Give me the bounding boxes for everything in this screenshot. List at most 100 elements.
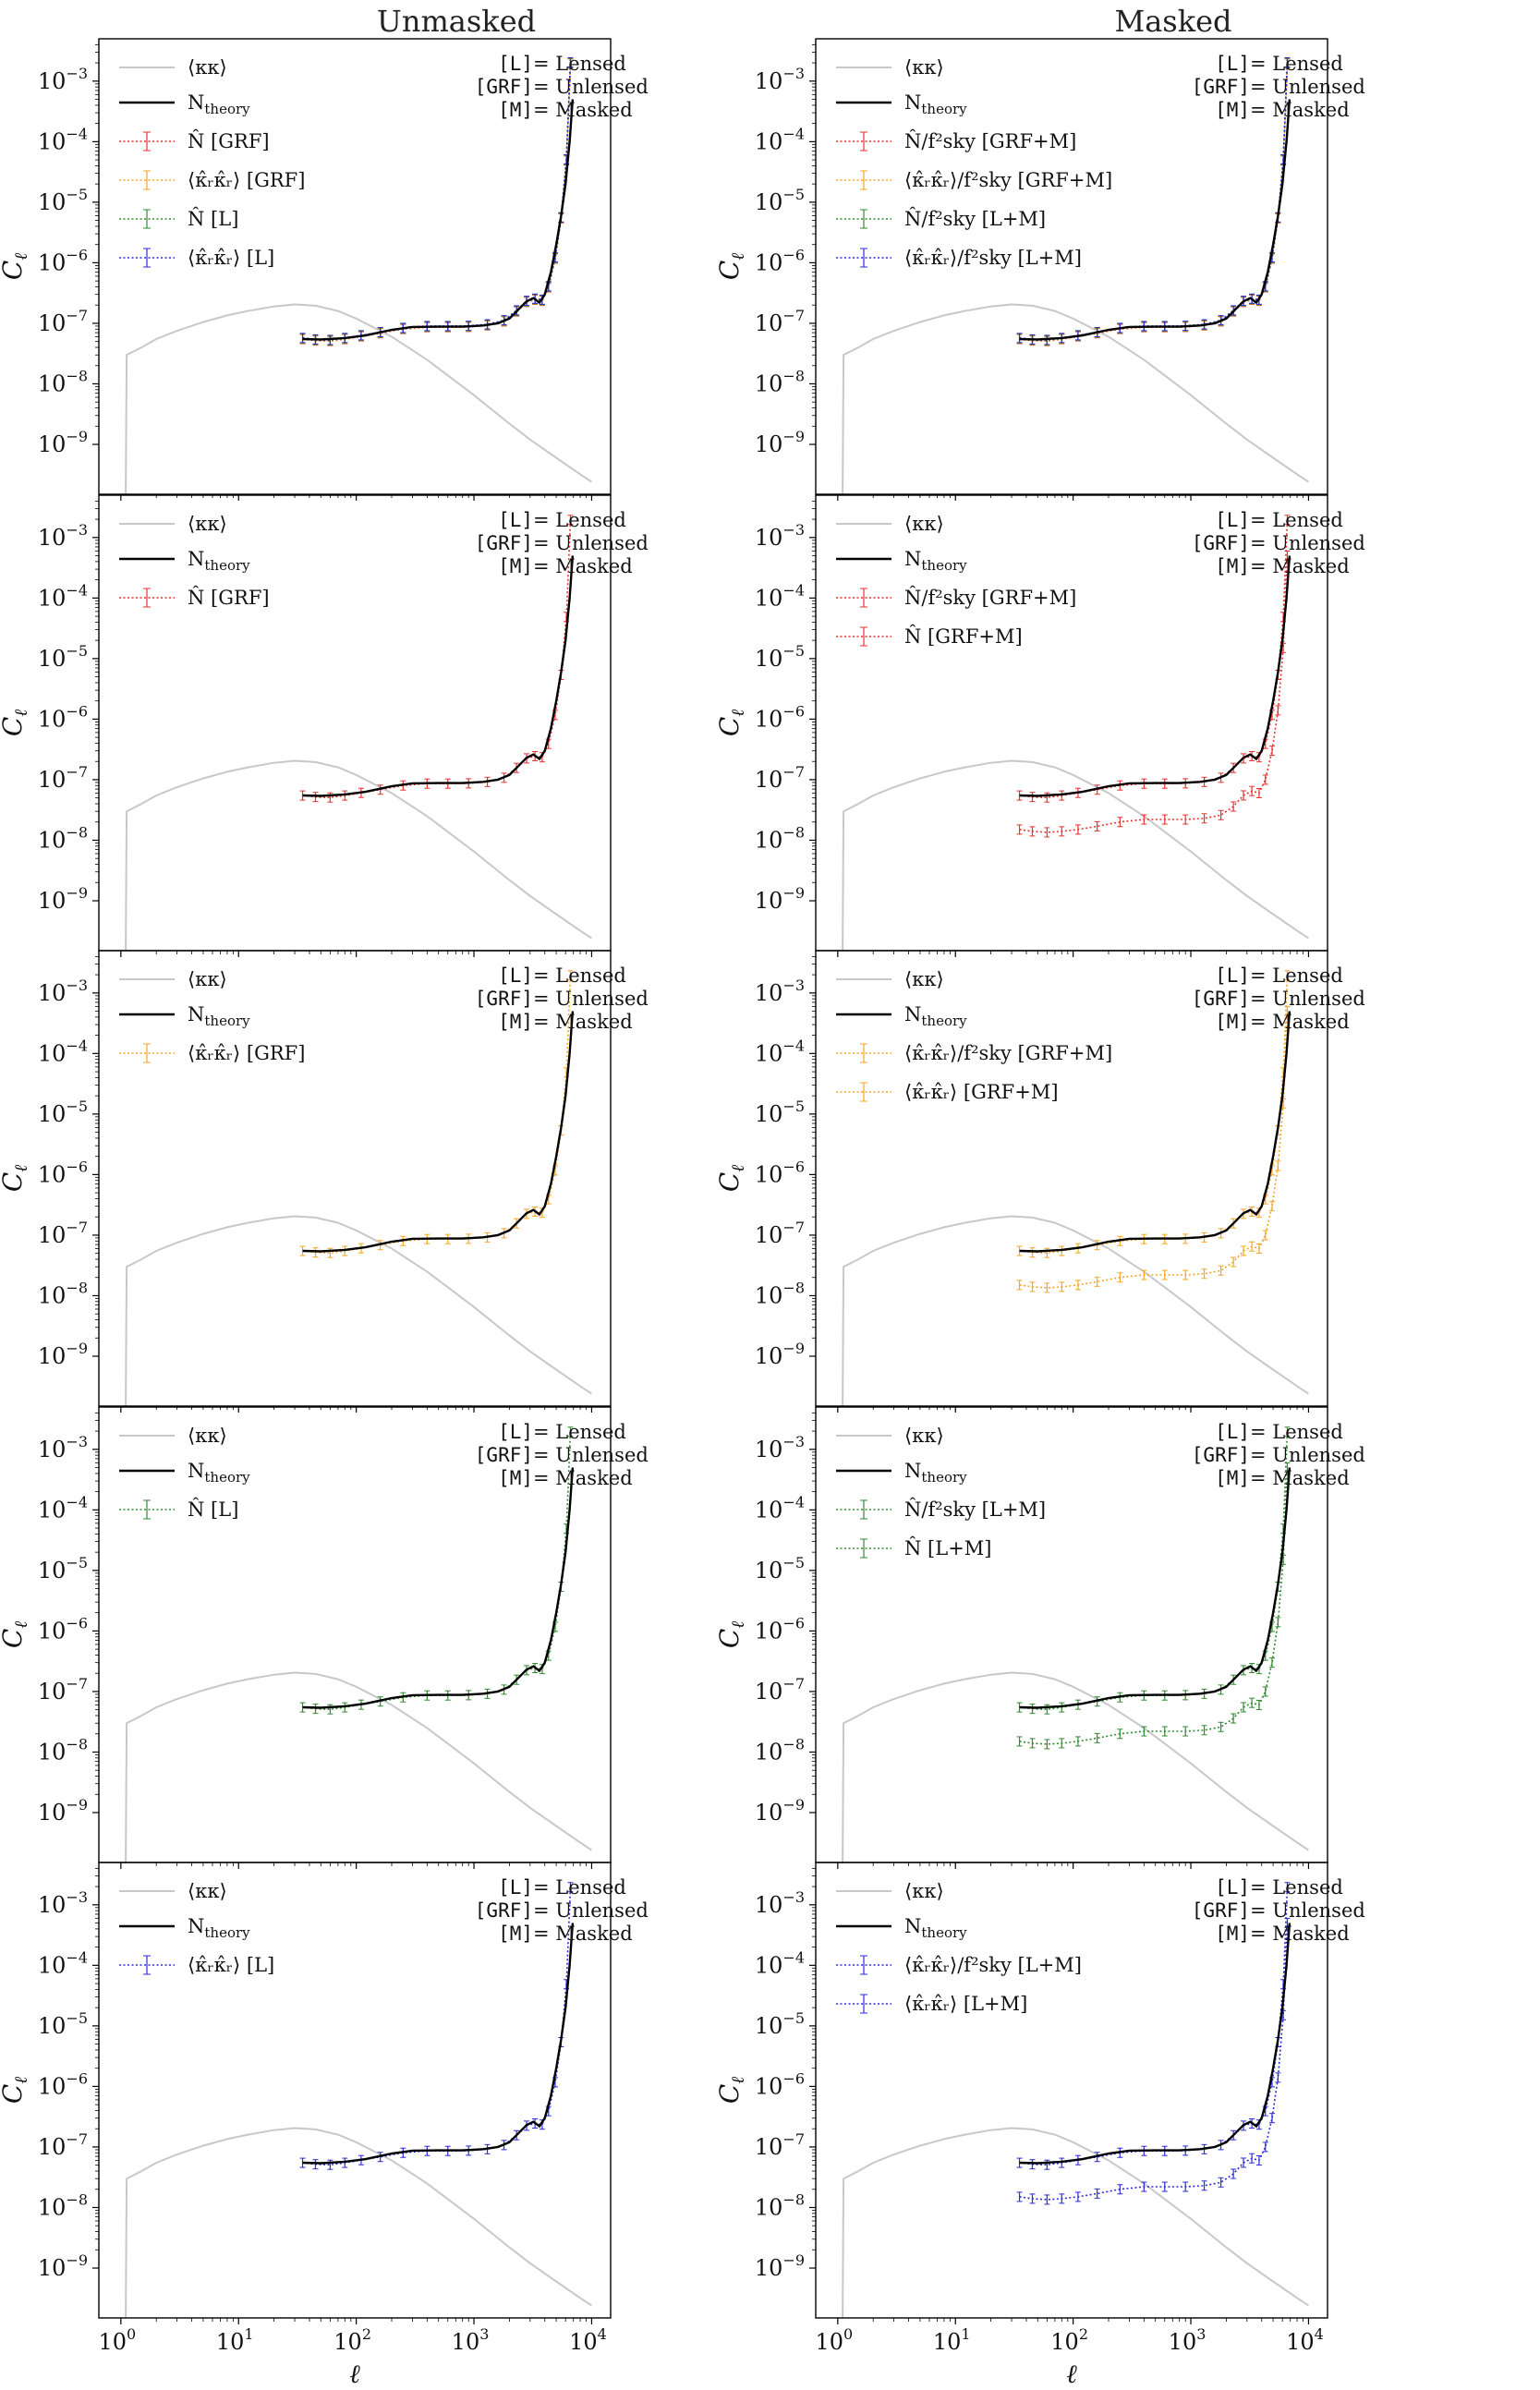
y-tick-label: 10−8 [755, 1735, 805, 1765]
legend-item: N̂ [GRF+M] [836, 625, 1023, 648]
annotation-box: [L] = Lensed[GRF] = Unlensed[M] = Masked [1192, 1876, 1365, 1945]
y-axis-label: Cℓ [714, 2077, 748, 2104]
legend-label: ⟨κ̂ᵣκ̂ᵣ⟩/f²sky [GRF+M] [904, 169, 1112, 191]
panels: 10−9 10−8 10−7 10−6 10−5 10−4 10−3 Cℓ ⟨κκ⟩ Ntheor… [0, 38, 1365, 2389]
series-ntheory [302, 1011, 575, 1253]
plot-area [842, 56, 1309, 494]
legend-label: ⟨κκ⟩ [904, 1425, 944, 1447]
annotation-tag: [M] [1215, 99, 1250, 121]
axes-frame [815, 38, 1328, 495]
y-tick-label: 10−7 [38, 1675, 88, 1705]
y-tick-label: 10−7 [755, 2130, 805, 2160]
annotation-tag: [M] [1215, 1923, 1250, 1945]
y-tick-label: 10−9 [755, 2251, 805, 2281]
y-tick-label: 10−5 [755, 1554, 805, 1583]
annotation-text: = Lensed [1250, 964, 1343, 987]
axes-frame [815, 950, 1328, 1407]
series-line [1019, 1431, 1289, 1711]
annotation-tag: [L] [1215, 1421, 1250, 1443]
annotation-text: = Unlensed [533, 532, 649, 554]
annotation-box: [L] = Lensed[GRF] = Unlensed[M] = Masked [475, 1421, 649, 1489]
annotation-tag: [L] [498, 53, 533, 75]
annotation-tag: [M] [1215, 1467, 1250, 1489]
legend-label: ⟨κ̂ᵣκ̂ᵣ⟩ [L+M] [904, 1993, 1027, 2015]
legend: ⟨κκ⟩ Ntheory ⟨κ̂ᵣκ̂ᵣ⟩ [GRF] [119, 968, 305, 1064]
annotation-text: = Unlensed [533, 988, 649, 1010]
y-tick-label: 10−5 [755, 1098, 805, 1127]
y-tick-label: 10−6 [755, 2069, 805, 2099]
x-tick-label: 100 [98, 2325, 136, 2355]
legend-label: N̂ [GRF] [188, 587, 270, 609]
y-tick-label: 10−9 [38, 884, 88, 914]
series-line [302, 1431, 572, 1711]
series-line [1019, 519, 1289, 799]
series-ntheory [302, 99, 575, 341]
legend-label: N̂/f²sky [GRF+M] [904, 130, 1076, 152]
y-axis-label: Cℓ [714, 253, 748, 280]
y-tick-label: 10−6 [755, 1614, 805, 1644]
series-blue-masked_low [1016, 1918, 1291, 2205]
legend-item: ⟨κ̂ᵣκ̂ᵣ⟩/f²sky [L+M] [836, 247, 1082, 269]
annotation-box: [L] = Lensed[GRF] = Unlensed[M] = Masked [475, 53, 649, 121]
annotation-tag: [GRF] [475, 532, 533, 554]
legend-label: ⟨κ̂ᵣκ̂ᵣ⟩/f²sky [GRF+M] [904, 1042, 1112, 1064]
annotation-tag: [GRF] [1192, 76, 1250, 98]
annotation-text: = Masked [1250, 555, 1350, 577]
legend-label: N̂ [L] [188, 208, 238, 230]
legend-item: N̂ [L+M] [836, 1537, 991, 1559]
legend: ⟨κκ⟩ Ntheory ⟨κ̂ᵣκ̂ᵣ⟩/f²sky [GRF+M] ⟨κ̂ᵣκ̂ᵣ… [836, 968, 1112, 1103]
panel-r0-c1: 10−9 10−8 10−7 10−6 10−5 10−4 10−3 Cℓ ⟨κκ⟩ Ntheor… [714, 38, 1365, 501]
annotation-tag: [M] [1215, 1011, 1250, 1033]
y-tick-label: 10−9 [755, 1340, 805, 1369]
panel-r1-c0: 10−9 10−8 10−7 10−6 10−5 10−4 10−3 Cℓ ⟨κκ⟩ Ntheor… [0, 494, 649, 957]
annotation-text: = Unlensed [533, 1444, 649, 1466]
y-tick-label: 10−3 [38, 977, 88, 1006]
legend-label: ⟨κ̂ᵣκ̂ᵣ⟩ [GRF+M] [904, 1081, 1059, 1103]
y-tick-label: 10−6 [755, 1158, 805, 1187]
legend-label: N̂/f²sky [L+M] [904, 208, 1046, 230]
legend-label: N̂ [GRF] [188, 130, 270, 152]
annotation-text: = Masked [533, 1923, 633, 1945]
legend-item: N̂ [L] [119, 1498, 238, 1521]
annotation-text: = Unlensed [1250, 532, 1365, 554]
annotation-text: = Lensed [1250, 53, 1343, 75]
annotation-box: [L] = Lensed[GRF] = Unlensed[M] = Masked [1192, 1421, 1365, 1489]
series-ntheory [302, 1467, 575, 1709]
legend-label: ⟨κκ⟩ [904, 513, 944, 535]
y-tick-label: 10−3 [755, 1888, 805, 1918]
y-axis-label: Cℓ [0, 2077, 31, 2104]
annotation-tag: [GRF] [1192, 1899, 1250, 1922]
legend: ⟨κκ⟩ Ntheory ⟨κ̂ᵣκ̂ᵣ⟩ [L] [119, 1880, 274, 1976]
y-tick-label: 10−5 [38, 1554, 88, 1583]
y-tick-label: 10−4 [755, 125, 805, 154]
series-red-masked_low [1016, 551, 1291, 838]
y-tick-label: 10−6 [38, 702, 88, 732]
legend-item: ⟨κ̂ᵣκ̂ᵣ⟩/f²sky [GRF+M] [836, 1042, 1112, 1064]
legend-label: Ntheory [904, 1460, 967, 1486]
y-tick-label: 10−6 [38, 2069, 88, 2099]
legend-item: Ntheory [119, 548, 250, 574]
series-ntheory [1019, 99, 1291, 341]
y-tick-label: 10−3 [755, 977, 805, 1006]
y-tick-label: 10−5 [755, 186, 805, 215]
panel-r3-c1: 10−9 10−8 10−7 10−6 10−5 10−4 10−3 Cℓ ⟨κκ⟩ Ntheor… [714, 1406, 1365, 1869]
y-tick-label: 10−5 [755, 642, 805, 672]
y-tick-label: 10−5 [38, 186, 88, 215]
annotation-tag: [M] [498, 555, 533, 577]
y-tick-label: 10−9 [38, 1340, 88, 1369]
legend-item: ⟨κκ⟩ [119, 56, 227, 79]
legend-label: ⟨κκ⟩ [904, 1880, 944, 1902]
y-tick-label: 10−4 [755, 1493, 805, 1523]
legend-item: N̂/f²sky [L+M] [836, 1498, 1046, 1521]
plot-area [125, 1882, 592, 2318]
y-tick-label: 10−9 [755, 884, 805, 914]
y-axis-label: Cℓ [0, 253, 31, 280]
legend-item: N̂/f²sky [L+M] [836, 208, 1046, 230]
annotation-text: = Lensed [533, 1876, 626, 1899]
legend: ⟨κκ⟩ Ntheory N̂ [GRF] [119, 513, 270, 609]
y-tick-label: 10−4 [755, 1037, 805, 1066]
annotation-box: [L] = Lensed[GRF] = Unlensed[M] = Masked [1192, 53, 1365, 121]
legend-label: Ntheory [904, 1915, 967, 1941]
legend-label: N̂ [L] [188, 1498, 238, 1521]
plot-area [125, 515, 592, 951]
